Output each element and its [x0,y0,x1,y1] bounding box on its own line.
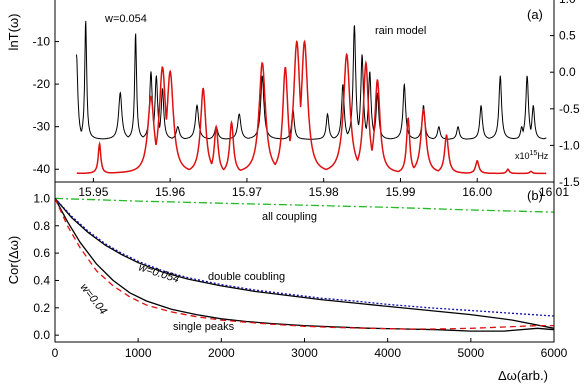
panel-a-left-tick-label: -30 [33,120,51,134]
x-unit-label: x1015Hz [515,150,549,161]
panel-a-right-tick-label: 0.5 [559,29,576,43]
panel-a-frame [54,0,555,183]
panel-b-label: (b) [527,188,543,203]
panel-a-right-ticks: 1.0 0.5 0.0 -0.5 -1.0 -1.5 [550,0,580,189]
panel-a-label: (a) [527,7,543,22]
panel-a-x-tick-label: 15.99 [385,185,415,199]
panel-b-series-0 [54,197,555,213]
panel-a-x-tick-label: 15.96 [155,185,185,199]
panel-b-x-ticks: 0 1000 2000 3000 4000 5000 6000 [52,338,568,360]
panel-a-right-tick-label: 1.0 [559,0,576,6]
x-unit-base: x10 [515,151,530,161]
panel-b-ylabel: Cor(Δω) [6,236,21,284]
panel-a-left-tick-label: -40 [33,162,51,176]
annotation-w-004: w=0.04 [78,281,109,317]
panel-b-frame [54,181,555,343]
annotation-all-coupling: all coupling [262,211,317,223]
panel-a-right-tick-label: -1.5 [559,175,580,189]
panel-a-series-1 [76,39,547,175]
panel-b-y-ticks: 1.0 0.8 0.6 0.4 0.2 0.0 [33,191,59,342]
panel-b-y-tick-label: 0.4 [33,273,50,287]
panel-a-right-tick-label: 0.0 [559,65,576,79]
annotation-w-0054-a: w=0.054 [104,13,147,25]
panel-b-series-2 [54,197,555,317]
panel-b-x-tick-label: 0 [52,346,59,360]
panel-b-xlabel: Δω(arb.) [498,368,548,383]
x-unit-suffix: Hz [537,151,548,161]
panel-b-x-tick-label: 3000 [291,346,318,360]
panel-a-x-tick-label: 15.95 [78,185,108,199]
panel-a-left-tick-label: -20 [33,77,51,91]
panel-a-x-tick-label: 15.97 [232,185,262,199]
panel-b-y-tick-label: 0.6 [33,246,50,260]
panel-b-x-tick-label: 2000 [208,346,235,360]
panel-a-series-0 [76,20,547,140]
x-unit-exp: 15 [530,150,538,157]
annotation-w-0054-b: w=0.054 [137,261,181,285]
panel-a-x-ticks: 15.95 15.96 15.97 15.98 15.99 16.00 16.01 [78,178,569,199]
panel-b-y-tick-label: 0.2 [33,301,50,315]
panel-b-y-tick-label: 0.0 [33,328,50,342]
panel-a-right-tick-label: -0.5 [559,102,580,116]
panel-b-series-3 [54,198,555,332]
panel-a-left-tick-label: -10 [33,35,51,49]
panel-a-x-tick-label: 16.00 [462,185,492,199]
panel-a-right-tick-label: -1.0 [559,138,580,152]
panel-a-ylabel: lnT(ω) [6,14,21,51]
panel-b-x-tick-label: 4000 [374,346,401,360]
panel-b-x-tick-label: 1000 [125,346,152,360]
panel-b-y-tick-label: 1.0 [33,191,50,205]
panel-b-x-tick-label: 5000 [457,346,484,360]
annotation-double-coubling: double coubling [208,271,285,283]
panel-b-x-tick-label: 6000 [541,346,568,360]
annotation-rain-model: rain model [375,25,426,37]
panel-b-y-tick-label: 0.8 [33,219,50,233]
panel-a-x-tick-label: 15.98 [309,185,339,199]
panel-b: Cor(Δω) 1.0 0.8 0.6 0.4 0.2 0.0 0 1000 2000 3000… [6,181,568,383]
panel-b-series-1 [54,197,555,329]
panel-b-series [54,197,555,332]
panel-a: lnT(ω) -10 -20 -30 -40 1.0 0.5 0.0 -0.5 -1.0 -1.… [6,0,580,199]
panel-b-series-4 [54,198,554,330]
panel-a-series [76,20,547,175]
annotation-single-peaks: single peaks [173,321,235,333]
panel-a-left-ticks: -10 -20 -30 -40 [33,35,59,176]
